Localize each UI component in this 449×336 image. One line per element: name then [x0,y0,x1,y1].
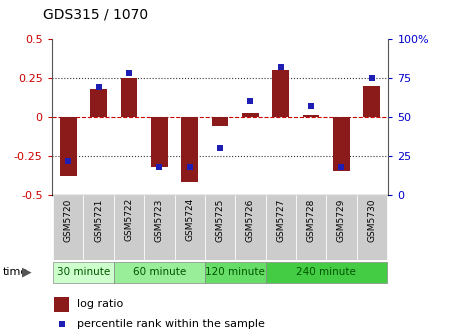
Text: GSM5721: GSM5721 [94,198,103,242]
Bar [303,115,319,117]
Bar [53,195,84,260]
Text: time: time [2,267,27,277]
Text: 60 minute: 60 minute [133,267,186,277]
Bar [235,195,265,260]
Text: percentile rank within the sample: percentile rank within the sample [77,319,265,329]
Bar [265,195,296,260]
Bar [211,117,229,126]
Bar [54,297,69,312]
Bar [363,86,380,117]
Text: ▶: ▶ [22,266,31,279]
Bar [181,117,198,182]
Bar [114,195,144,260]
Text: GSM5728: GSM5728 [307,198,316,242]
Text: GSM5729: GSM5729 [337,198,346,242]
Text: GSM5722: GSM5722 [124,198,133,241]
Bar [273,70,289,117]
Bar [144,195,175,260]
Text: 240 minute: 240 minute [296,267,356,277]
Text: log ratio: log ratio [77,299,123,309]
Bar [151,117,167,167]
Text: GSM5730: GSM5730 [367,198,376,242]
Bar [84,195,114,260]
Bar [333,117,350,171]
Text: GSM5725: GSM5725 [216,198,224,242]
Text: GSM5724: GSM5724 [185,198,194,241]
Bar [60,117,77,176]
Text: GSM5726: GSM5726 [246,198,255,242]
Text: GSM5727: GSM5727 [276,198,285,242]
Bar [357,195,387,260]
Text: 30 minute: 30 minute [57,267,110,277]
Text: 120 minute: 120 minute [205,267,265,277]
Bar [114,261,205,283]
Bar [205,261,265,283]
Text: GSM5723: GSM5723 [155,198,164,242]
Bar [53,261,114,283]
Bar [90,89,107,117]
Text: GDS315 / 1070: GDS315 / 1070 [43,8,148,22]
Text: GSM5720: GSM5720 [64,198,73,242]
Bar [242,113,259,117]
Bar [296,195,326,260]
Bar [121,78,137,117]
Bar [175,195,205,260]
Bar [326,195,357,260]
Bar [205,195,235,260]
Bar [265,261,387,283]
